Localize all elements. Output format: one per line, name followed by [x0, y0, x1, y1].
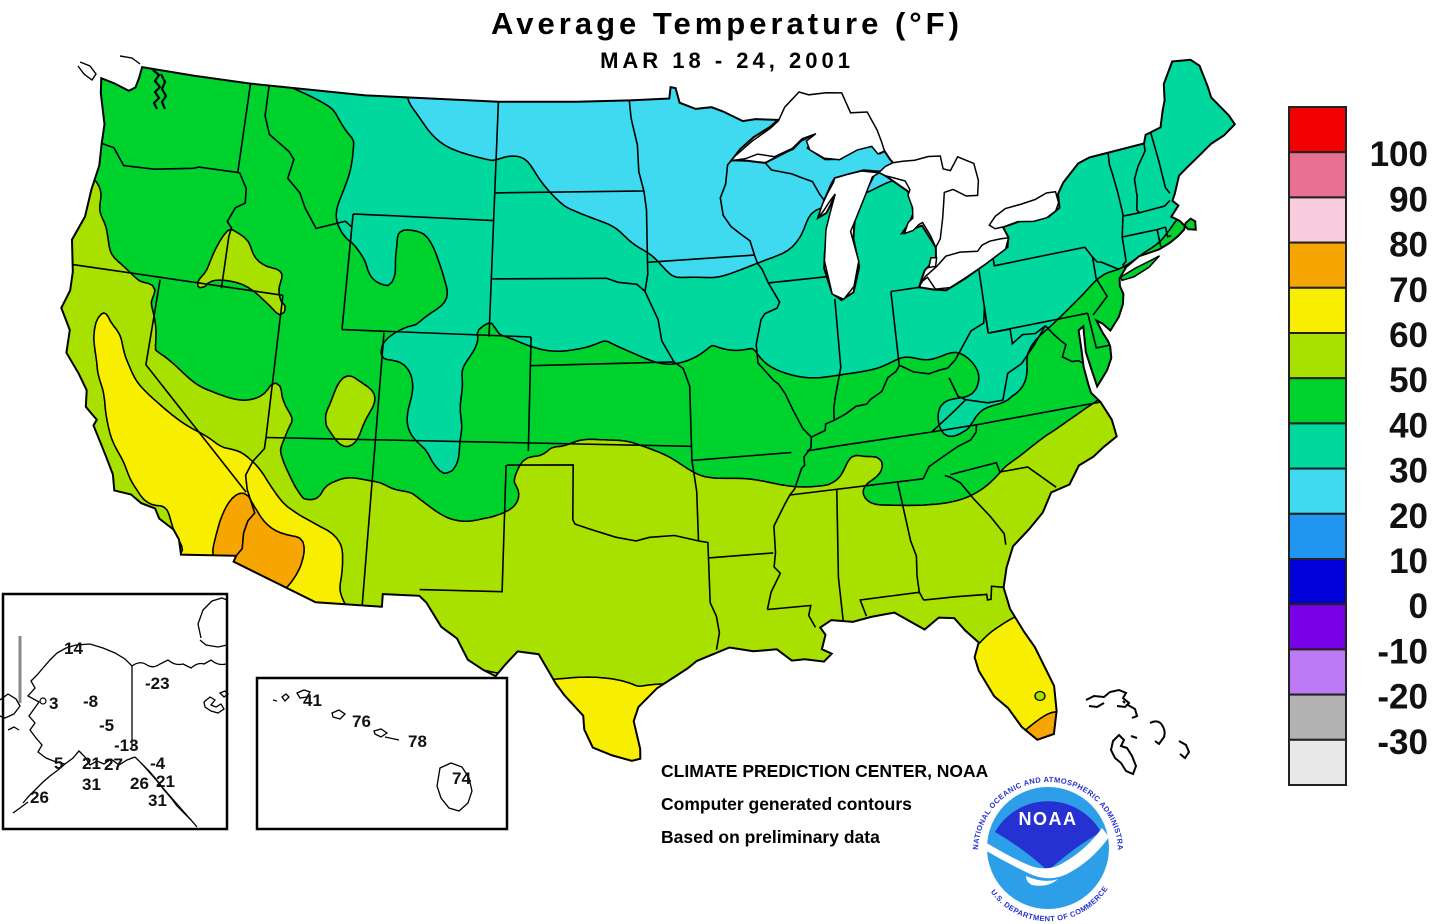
svg-text:100: 100	[1370, 135, 1428, 174]
svg-text:74: 74	[452, 769, 471, 788]
svg-text:-8: -8	[83, 692, 98, 711]
svg-text:-20: -20	[1377, 678, 1428, 717]
svg-text:-10: -10	[1377, 632, 1428, 671]
svg-text:31: 31	[148, 791, 167, 810]
svg-text:60: 60	[1389, 316, 1428, 355]
svg-text:MAR 18 - 24, 2001: MAR 18 - 24, 2001	[600, 48, 854, 73]
svg-text:41: 41	[303, 691, 322, 710]
svg-text:0: 0	[1409, 587, 1428, 626]
svg-text:21: 21	[82, 754, 101, 773]
svg-text:10: 10	[1389, 542, 1428, 581]
svg-text:14: 14	[64, 639, 83, 658]
svg-text:Average Temperature (°F): Average Temperature (°F)	[491, 6, 963, 41]
svg-text:Computer generated contours: Computer generated contours	[661, 794, 912, 814]
svg-text:CLIMATE PREDICTION CENTER, NOA: CLIMATE PREDICTION CENTER, NOAA	[661, 761, 989, 781]
svg-text:31: 31	[82, 775, 101, 794]
svg-text:-23: -23	[145, 674, 170, 693]
svg-text:26: 26	[30, 788, 49, 807]
svg-text:76: 76	[352, 712, 371, 731]
svg-text:90: 90	[1389, 180, 1428, 219]
svg-text:20: 20	[1389, 497, 1428, 536]
svg-text:70: 70	[1389, 271, 1428, 310]
svg-text:27: 27	[104, 755, 123, 774]
svg-text:80: 80	[1389, 226, 1428, 265]
svg-text:Based on preliminary data: Based on preliminary data	[661, 827, 880, 847]
svg-text:-4: -4	[150, 754, 166, 773]
svg-text:21: 21	[156, 772, 175, 791]
svg-text:26: 26	[130, 774, 149, 793]
svg-text:5: 5	[54, 754, 63, 773]
svg-text:78: 78	[408, 732, 427, 751]
svg-text:-13: -13	[114, 736, 139, 755]
svg-text:-30: -30	[1377, 723, 1428, 762]
svg-text:-5: -5	[99, 716, 114, 735]
svg-text:3: 3	[49, 694, 58, 713]
svg-text:40: 40	[1389, 406, 1428, 445]
svg-text:NOAA: NOAA	[1019, 809, 1078, 829]
svg-text:30: 30	[1389, 452, 1428, 491]
svg-text:50: 50	[1389, 361, 1428, 400]
